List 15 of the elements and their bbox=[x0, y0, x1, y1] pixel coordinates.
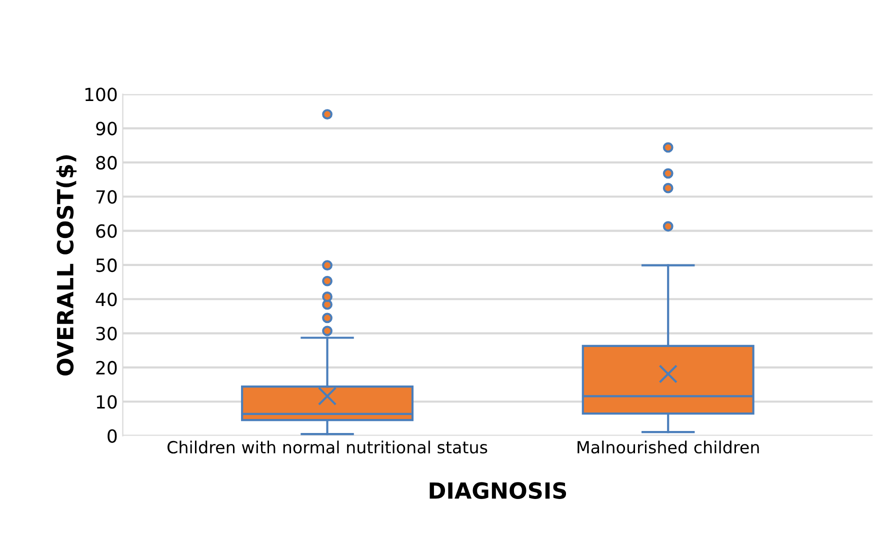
y-tick-label: 60 bbox=[96, 224, 117, 238]
y-tick-label: 50 bbox=[96, 258, 117, 272]
y-tick-label: 70 bbox=[96, 190, 117, 204]
x-tick-label: Children with normal nutritional status bbox=[168, 440, 488, 454]
y-tick-label: 20 bbox=[96, 360, 117, 375]
y-tick-label: 10 bbox=[96, 395, 117, 409]
y-axis-title: OVERALL COST($) bbox=[56, 155, 77, 376]
y-tick-label: 90 bbox=[96, 122, 117, 136]
y-tick-label: 80 bbox=[96, 156, 117, 170]
y-tick-label: 30 bbox=[96, 326, 117, 340]
y-tick-label: 100 bbox=[85, 88, 117, 102]
y-tick-label: 40 bbox=[96, 292, 117, 306]
x-axis-title: DIAGNOSIS bbox=[430, 482, 566, 499]
x-tick-label: Malnourished children bbox=[578, 440, 759, 454]
y-tick-label: 0 bbox=[108, 429, 117, 443]
